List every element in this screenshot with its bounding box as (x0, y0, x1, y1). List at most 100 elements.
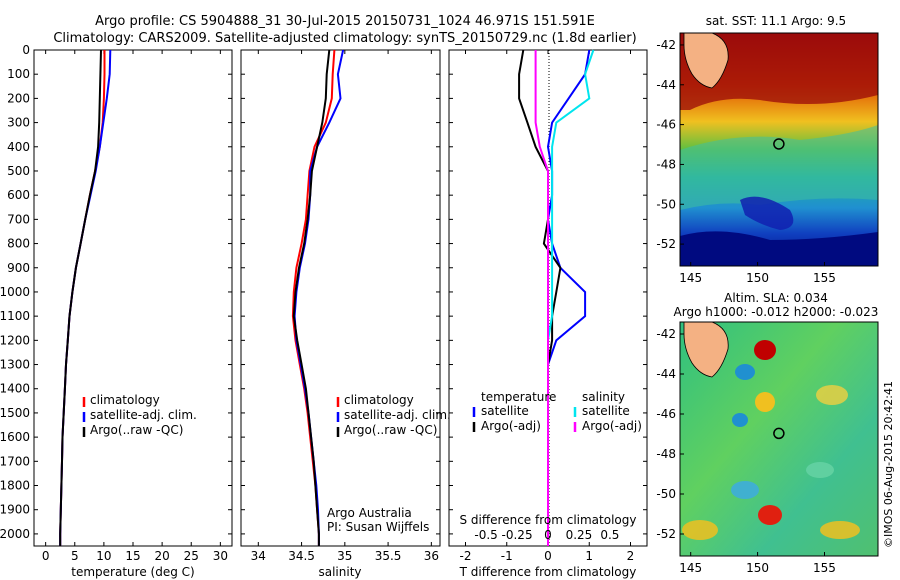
s-diff-tick-label: -0.25 (502, 528, 533, 542)
sla-map-title-2: Argo h1000: -0.012 h2000: -0.023 (674, 305, 879, 319)
sla-high-eddy (758, 505, 782, 525)
sst-front (680, 125, 878, 210)
legend-title-temperature: temperature (481, 390, 556, 404)
x-tick-label: 20 (154, 549, 169, 563)
series-line-t-satellite (546, 49, 591, 546)
salinity-panel: 34 34.5 35 35.5 36 salinity climatology sate… (240, 49, 451, 579)
legend-label-satellite: satellite-adj. clim. (90, 408, 197, 422)
map-y-tick-label: -50 (656, 197, 676, 211)
sla-map-axes: 145 150 155 -42 -44 -46 -48 -50 -52 (656, 327, 836, 575)
difference-xlabel-top: S difference from climatology (460, 513, 637, 527)
map-y-tick-label: -46 (656, 118, 676, 132)
s-diff-tick-label: -0.5 (474, 528, 497, 542)
temperature-series (59, 49, 112, 546)
map-y-tick-label: -52 (656, 527, 676, 541)
x-tick-label: 35.5 (375, 549, 402, 563)
legend-label-climatology: climatology (90, 393, 160, 407)
series-line-satellite-adj-clim- (59, 49, 112, 546)
sst-warm-region (680, 33, 878, 110)
argo-float-marker (773, 427, 785, 440)
series-line-s-argo-adj- (534, 50, 549, 546)
sla-low-eddy (731, 481, 759, 499)
map-y-tick-label: -44 (656, 78, 676, 92)
salinity-difference-ticks: -0.5 -0.25 0 0.25 0.5 (474, 528, 619, 542)
x-tick-label: -1 (501, 549, 513, 563)
sst-map-box (679, 32, 879, 267)
sla-high-eddy (754, 340, 776, 360)
sst-map-axes: 145 150 155 -42 -44 -46 -48 -50 -52 (656, 38, 836, 285)
x-tick-label: 15 (125, 549, 140, 563)
depth-tick-label: 1200 (0, 333, 30, 347)
legend-label-climatology: climatology (344, 393, 414, 407)
depth-tick-label: 100 (7, 67, 30, 81)
x-tick-label: 30 (213, 549, 228, 563)
series-line-satellite-adj-clim- (293, 49, 345, 546)
legend-label-satellite: satellite-adj. clim. (344, 408, 451, 422)
series-line-climatology (59, 50, 106, 546)
difference-panel: -2 -1 0 1 2 T difference from climatology S … (448, 49, 648, 579)
depth-tick-label: 1300 (0, 358, 30, 372)
depth-tick-label: 800 (7, 237, 30, 251)
map-y-tick-label: -48 (656, 447, 676, 461)
x-tick-label: 10 (96, 549, 111, 563)
map-x-tick-label: 145 (679, 271, 702, 285)
annotation-pi: PI: Susan Wijffels (327, 520, 429, 534)
temperature-axes-box (33, 49, 233, 547)
salinity-axes-box (240, 49, 441, 547)
depth-tick-label: 1000 (0, 285, 30, 299)
s-diff-tick-label: 0.5 (600, 528, 619, 542)
temperature-x-axis: 0 5 10 15 20 25 30 (42, 50, 228, 563)
difference-depth-ticks (449, 49, 647, 535)
x-tick-label: 0 (544, 549, 552, 563)
depth-axis: 0 100 200 300 400 500 600 700 800 900 1000 1100 1200… (0, 43, 232, 541)
salinity-legend: climatology satellite-adj. clim. Argo(..… (336, 393, 451, 437)
salinity-xlabel: salinity (318, 565, 361, 579)
x-tick-label: 35 (337, 549, 352, 563)
temperature-panel: 0100200300400500600700800900100011001200… (0, 43, 233, 579)
series-line-argo-raw-qc- (59, 49, 102, 546)
annotation-argo-australia: Argo Australia (327, 506, 412, 520)
sla-high-eddy (755, 392, 775, 412)
sst-map-title: sat. SST: 11.1 Argo: 9.5 (706, 14, 846, 28)
depth-tick-label: 1900 (0, 503, 30, 517)
x-tick-label: 0 (42, 549, 50, 563)
sla-low-eddy (732, 413, 748, 427)
sla-map-box (679, 321, 879, 557)
depth-tick-label: 2000 (0, 527, 30, 541)
depth-tick-label: 1500 (0, 406, 30, 420)
legend-label-argo: Argo(..raw -QC) (344, 423, 437, 437)
map-y-tick-label: -44 (656, 367, 676, 381)
depth-tick-label: 1800 (0, 479, 30, 493)
tasmania-landmass (683, 33, 729, 89)
map-x-tick-label: 155 (813, 561, 836, 575)
tasmania-landmass (683, 322, 729, 378)
sst-cold-band (680, 231, 878, 266)
difference-xlabel: T difference from climatology (459, 565, 637, 579)
salinity-series (291, 49, 345, 546)
depth-tick-label: 900 (7, 261, 30, 275)
x-tick-label: 34 (251, 549, 266, 563)
sla-high-eddy (820, 521, 860, 539)
sst-cold-eddy (740, 196, 794, 230)
legend-label-t-argo: Argo(-adj) (481, 419, 541, 433)
difference-x-axis: -2 -1 0 1 2 (460, 50, 635, 563)
depth-tick-label: 0 (22, 43, 30, 57)
x-tick-label: 2 (627, 549, 635, 563)
map-x-tick-label: 150 (746, 271, 769, 285)
legend-label-t-satellite: satellite (481, 404, 529, 418)
map-y-tick-label: -52 (656, 237, 676, 251)
depth-tick-label: 1700 (0, 454, 30, 468)
salinity-depth-ticks (241, 49, 440, 535)
map-y-tick-label: -42 (656, 38, 676, 52)
x-tick-label: 5 (71, 549, 79, 563)
depth-tick-label: 1600 (0, 430, 30, 444)
sla-map-panel: Altim. SLA: 0.034 Argo h1000: -0.012 h20… (656, 291, 879, 575)
map-y-tick-label: -42 (656, 327, 676, 341)
depth-tick-label: 700 (7, 212, 30, 226)
sla-low-eddy (806, 462, 834, 478)
argo-float-marker (773, 138, 785, 150)
map-x-tick-label: 145 (679, 561, 702, 575)
depth-tick-label: 1400 (0, 382, 30, 396)
header-line1: Argo profile: CS 5904888_31 30-Jul-2015 … (95, 14, 595, 29)
depth-tick-label: 1100 (0, 309, 30, 323)
